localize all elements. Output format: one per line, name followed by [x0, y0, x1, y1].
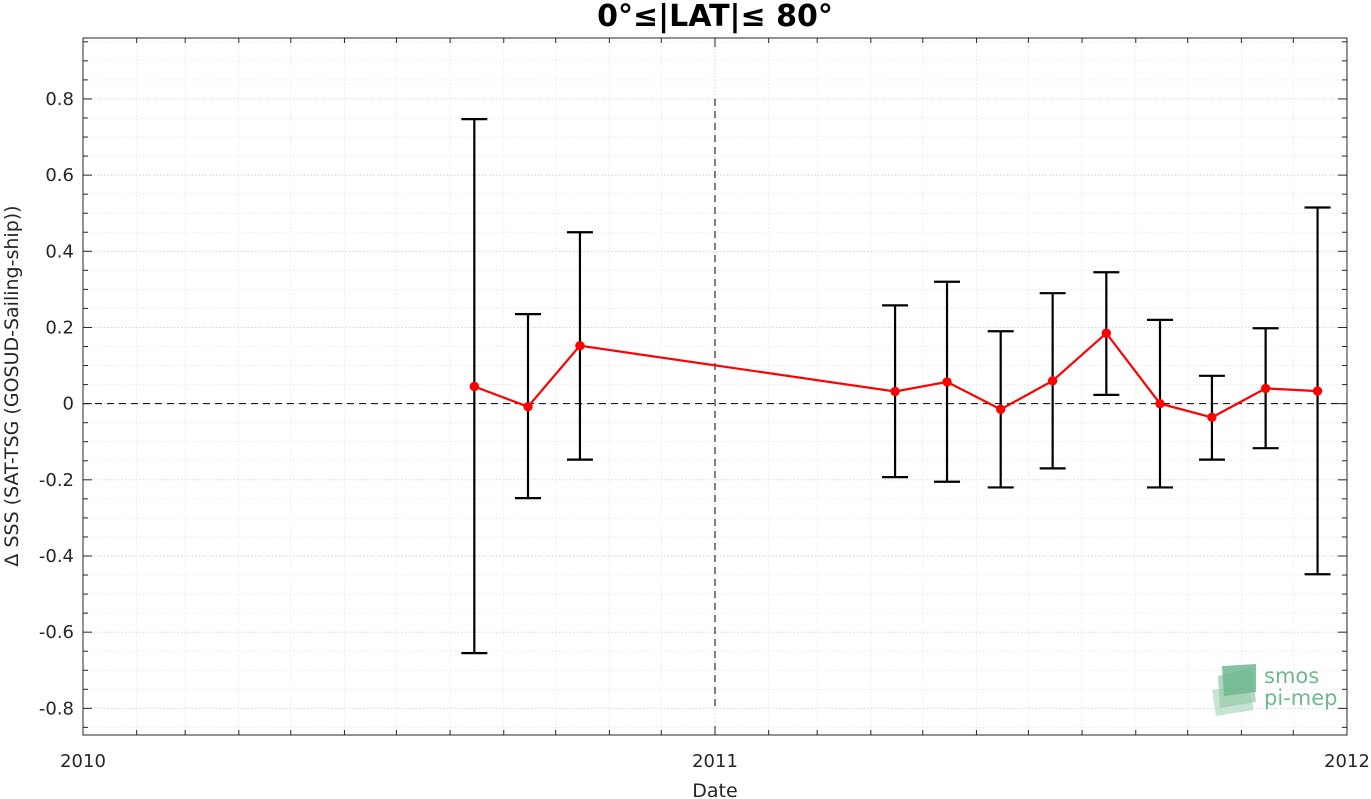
data-point [995, 404, 1006, 415]
y-tick-label: -0.2 [39, 470, 74, 491]
y-tick-label: -0.6 [39, 622, 74, 643]
data-point [575, 341, 585, 351]
data-point [1207, 412, 1217, 423]
y-axis-label: Δ SSS (SAT-TSG (GOSUD-Sailing-ship)) [1, 205, 23, 566]
x-axis-label: Date [692, 780, 737, 799]
data-point [942, 377, 952, 387]
y-tick-label: -0.4 [39, 546, 74, 567]
y-tick-label: 0.6 [45, 165, 74, 186]
series-line [473, 331, 1318, 419]
reference-lines [83, 98, 1347, 709]
axis-ticks: 0.8 0.6 0.4 0.2 0 -0.2 -0.4 -0.6 -0.8 2010 2011 201… [39, 38, 1370, 772]
x-tick-label: 2011 [692, 751, 738, 772]
data-point [890, 386, 900, 397]
y-tick-label: 0.8 [45, 89, 74, 110]
data-point [1312, 386, 1323, 396]
y-tick-label: 0.2 [45, 317, 74, 338]
data-point [1047, 376, 1058, 386]
data-point [1101, 328, 1112, 338]
data-point [1155, 398, 1165, 409]
series-polyline [473, 331, 1318, 419]
logo-line2: pi-mep [1264, 686, 1337, 710]
data-point [1260, 383, 1271, 394]
data-points [469, 328, 1323, 423]
y-tick-label: 0.4 [45, 241, 74, 262]
x-tick-label: 2010 [60, 751, 106, 772]
smos-pi-mep-logo: smos pi-mep [1212, 664, 1337, 716]
y-tick-label: -0.8 [39, 698, 74, 719]
x-tick-label: 2012 [1324, 751, 1370, 772]
error-bars [461, 118, 1331, 655]
data-point [469, 381, 480, 392]
logo-line1: smos [1264, 664, 1319, 688]
chart-title: 0°≤|LAT|≤ 80° [597, 0, 833, 34]
y-tick-label: 0 [63, 394, 74, 415]
data-point [523, 401, 533, 412]
